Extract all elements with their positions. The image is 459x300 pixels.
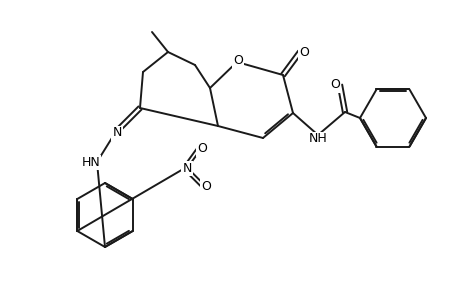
Text: HN: HN <box>81 155 100 169</box>
Text: O: O <box>196 142 207 155</box>
Text: NH: NH <box>308 133 327 146</box>
Text: O: O <box>298 46 308 59</box>
Text: O: O <box>330 79 339 92</box>
Text: N: N <box>182 161 191 175</box>
Text: N: N <box>112 127 122 140</box>
Text: O: O <box>233 55 242 68</box>
Text: O: O <box>201 179 211 193</box>
